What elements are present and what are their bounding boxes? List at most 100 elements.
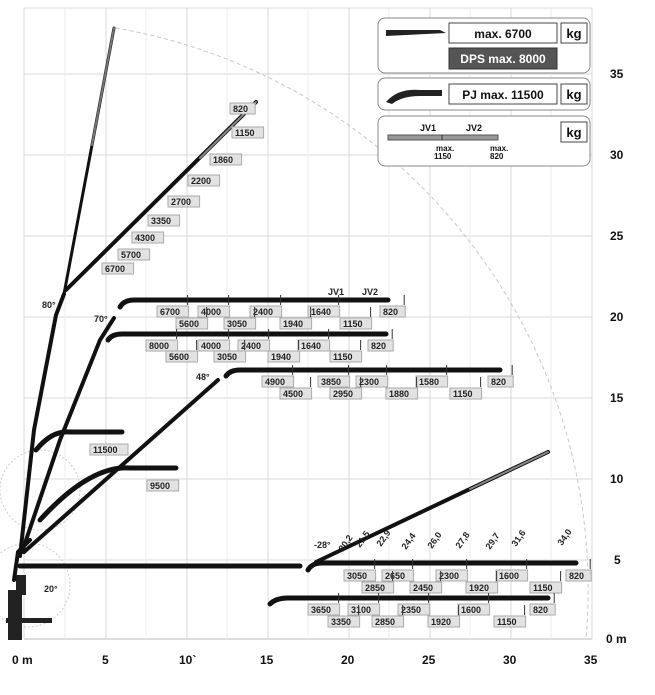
row48-top-1: 3850 — [321, 377, 341, 387]
y-tick-5: 5 — [614, 553, 621, 567]
row0-bot-2-box — [465, 581, 499, 594]
y-tick-35: 35 — [610, 67, 624, 81]
row70b-bot-1: 3050 — [217, 352, 237, 362]
diag-load-2-box — [209, 153, 243, 166]
row70b-top-0-box — [145, 339, 179, 352]
row70b-top-2-box — [237, 339, 271, 352]
x-tick-15: 15 — [260, 653, 274, 667]
crane-base — [6, 575, 52, 640]
jib-0 — [305, 560, 579, 573]
row70b-bot-0-box — [165, 350, 199, 363]
jib-jv2-label: JV2 — [362, 287, 378, 297]
row70b-top-3: 1640 — [301, 341, 321, 351]
row0-bot-2: 1920 — [469, 583, 489, 593]
diag-load-0: 820 — [233, 104, 248, 114]
diag-load-5: 3350 — [151, 216, 171, 226]
rowlow-top-4-box — [529, 603, 556, 616]
row0-bot-1: 2450 — [413, 583, 433, 593]
row70a-bot-2: 1940 — [283, 319, 303, 329]
row70a-top-3: 1640 — [311, 307, 331, 317]
row48-bot-2-box — [385, 387, 419, 400]
legend: max. 6700 kg DPS max. 8000 PJ max. 11500… — [377, 17, 591, 167]
legend-jv1: JV1 — [420, 123, 436, 133]
legend-jib-unit: kg — [566, 125, 581, 140]
legend-pj-unit: kg — [566, 87, 581, 102]
row0-bot-3-box — [529, 581, 563, 594]
y-tick-30: 30 — [610, 148, 624, 162]
diag-load-4-box — [167, 195, 201, 208]
row48-top-0-box — [261, 375, 295, 388]
hook-load-2-box — [146, 479, 180, 492]
row70b-bot-3-box — [329, 350, 363, 363]
rowlow-top-3-box — [457, 603, 491, 616]
legend-max2a: max. — [490, 144, 508, 153]
row0-top-2-box — [435, 569, 469, 582]
row0-top-4-box — [565, 569, 592, 582]
row0-top-0: 3050 — [347, 571, 367, 581]
jib-70-lower — [105, 331, 389, 343]
row0-top-1: 2650 — [385, 571, 405, 581]
row48-top-4-box — [487, 375, 514, 388]
row48-bot-1: 2950 — [333, 389, 353, 399]
rowlow-top-0-box — [307, 603, 341, 616]
slew-circle-upper — [0, 449, 81, 531]
diag-load-4: 2700 — [171, 197, 191, 207]
row48-top-3-box — [415, 375, 449, 388]
row0-bot-3: 1150 — [533, 583, 553, 593]
row48-bot-0-box — [279, 387, 313, 400]
rowlow-bot-2: 1920 — [431, 617, 451, 627]
rowlow-top-0: 3650 — [311, 605, 331, 615]
row70b-top-3-box — [297, 339, 331, 352]
angle-neg28: -28° — [314, 540, 331, 550]
row0-bot-0-box — [361, 581, 395, 594]
y-tick-25: 25 — [610, 229, 624, 243]
row48-bot-3: 1150 — [453, 389, 473, 399]
x-axis: 0 m 5 10` 15 20 25 30 35 — [12, 653, 598, 667]
jib-jv1-label: JV1 — [328, 287, 344, 297]
rowlow-top-2-box — [397, 603, 431, 616]
row48-top-2-box — [355, 375, 389, 388]
boom-20 — [12, 538, 32, 582]
row0-top-2: 2300 — [439, 571, 459, 581]
diag-load-7: 5700 — [121, 250, 141, 260]
diag-load-8-box — [101, 262, 135, 275]
x-tick-0: 0 m — [12, 653, 33, 667]
rowlow-bot-3-box — [493, 615, 527, 628]
legend-max1b: 1150 — [434, 152, 452, 161]
diag-load-5-box — [147, 214, 181, 227]
rowlow-bot-0-box — [327, 615, 361, 628]
angle-20: 20° — [44, 584, 58, 594]
diag-load-6-box — [131, 231, 165, 244]
row70a-bot-1: 3050 — [227, 319, 247, 329]
angle-48: 48° — [196, 372, 210, 382]
diag-load-3-box — [187, 174, 221, 187]
rowlow-top-3: 1600 — [461, 605, 481, 615]
legend-max1a: max. — [436, 144, 454, 153]
row48-top-4: 820 — [491, 377, 506, 387]
y-axis: 5 10 15 20 25 30 35 0 m — [606, 67, 627, 646]
y-tick-0: 0 m — [606, 632, 627, 646]
row70a-top-4: 820 — [383, 307, 398, 317]
row70a-top-2-box — [249, 305, 283, 318]
grid — [23, 7, 593, 640]
row70a-bot-3-box — [339, 317, 373, 330]
rowlow-bot-1-box — [371, 615, 405, 628]
jib-low — [267, 595, 551, 607]
row48-bot-0: 4500 — [283, 389, 303, 399]
x-tick-25: 25 — [422, 653, 436, 667]
diag-load-1: 1150 — [235, 128, 255, 138]
row48-top-1-box — [317, 375, 351, 388]
rowlow-bot-0: 3350 — [331, 617, 351, 627]
row70b-top-2: 2400 — [241, 341, 261, 351]
boom-pj-2 — [37, 465, 179, 523]
legend-std-boom-icon — [386, 30, 446, 36]
diag-load-3: 2200 — [191, 176, 211, 186]
x-tick-5: 5 — [102, 653, 109, 667]
y-tick-15: 15 — [610, 391, 624, 405]
legend-std-unit: kg — [566, 26, 581, 41]
boom-pj-1 — [33, 429, 125, 453]
row0-top-0-box — [343, 569, 377, 582]
diag-load-0-box — [229, 102, 256, 115]
